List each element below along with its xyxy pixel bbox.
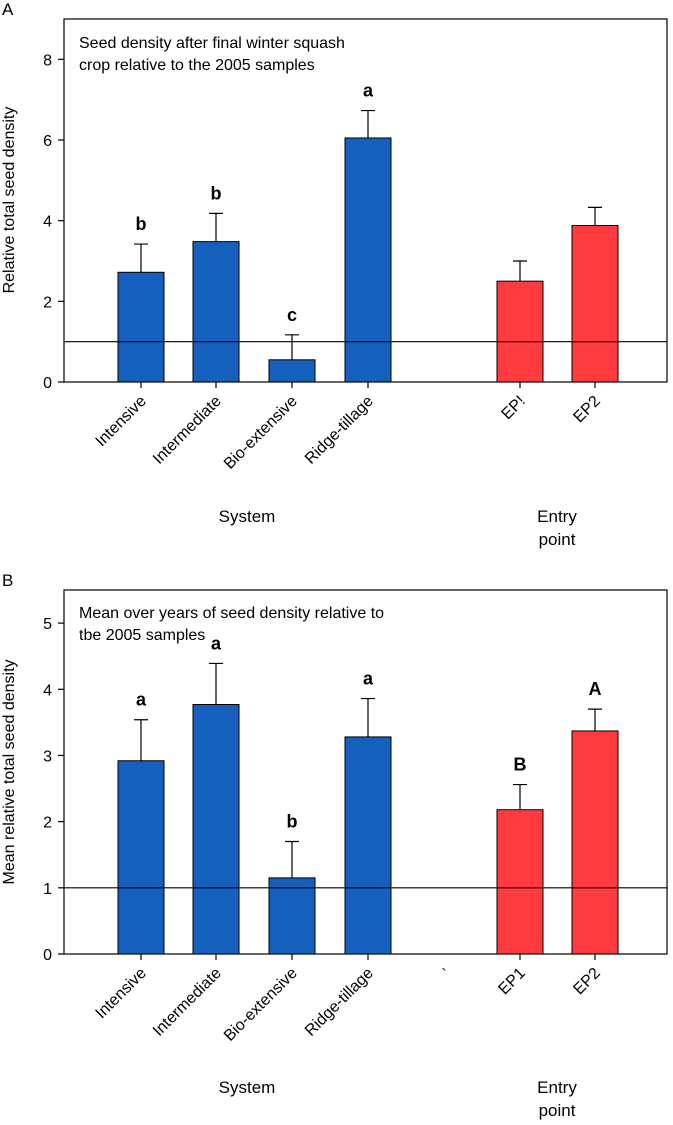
bar-a-4 [496, 280, 544, 383]
significance-label-b-4: B [514, 755, 527, 775]
y-tick-label-b-1: 1 [43, 881, 52, 898]
category-label-a-0: Intensive [93, 393, 150, 450]
panel-b: B Mean over years of seed density relati… [1, 571, 668, 1120]
panel-label-b: B [2, 571, 13, 590]
error-bar-a-2 [285, 334, 299, 360]
y-tick-label-b-3: 3 [43, 748, 52, 765]
y-tick-label-b-5: 5 [43, 616, 52, 633]
error-bar-b-3 [361, 697, 375, 737]
group-label-system-b: System [219, 1078, 276, 1097]
error-bar-a-3 [361, 109, 375, 138]
error-bar-a-0 [134, 243, 148, 273]
significance-label-b-2: b [287, 811, 298, 831]
category-label-a-3: Ridge-tillage [302, 393, 377, 468]
chart-title-a-line-1: Seed density after final winter squash [79, 35, 345, 52]
bar-a-2 [268, 359, 316, 383]
bar-b-4 [496, 809, 544, 955]
error-bar-b-2 [285, 840, 299, 878]
error-bar-a-4 [513, 260, 527, 282]
category-label-b-2: Bio-extensive [221, 965, 301, 1045]
category-label-b-4: EP1 [495, 965, 528, 998]
category-label-a-5: EP2 [570, 393, 603, 426]
significance-label-a-0: b [136, 214, 147, 234]
bar-a-5 [571, 225, 619, 383]
group-label-system-a: System [219, 507, 276, 526]
y-tick-label-a-8: 8 [43, 52, 52, 69]
panel-label-a: A [2, 0, 14, 19]
y-tick-label-a-4: 4 [43, 214, 52, 231]
category-label-b-5: EP2 [570, 965, 603, 998]
error-bar-a-5 [588, 206, 602, 226]
error-bar-a-1 [209, 212, 223, 242]
chart-title-b-line-1: Mean over years of seed density relative… [79, 605, 384, 622]
significance-label-b-5: A [589, 679, 602, 699]
stray-tick-mark-b: ` [441, 967, 446, 984]
bar-b-1 [192, 703, 240, 955]
bar-a-1 [192, 241, 240, 383]
y-tick-label-b-2: 2 [43, 815, 52, 832]
group-label-entry-a-line-2: point [539, 530, 576, 549]
category-label-a-1: Intermediate [150, 393, 225, 468]
chart-title-b-line-2: tbe 2005 samples [79, 627, 205, 644]
bar-a-3 [344, 137, 392, 383]
chart-title-a-line-2: crop relative to the 2005 samples [79, 57, 315, 74]
chart-marks-b: 0 1 2 3 4 5 a Intensive a Intermediate b Bio-extens… [43, 616, 667, 1045]
significance-label-b-3: a [363, 669, 374, 689]
bar-b-0 [117, 760, 165, 955]
bar-b-5 [571, 730, 619, 955]
group-label-entry-a-line-1: Entry [537, 507, 577, 526]
category-label-b-1: Intermediate [150, 965, 225, 1040]
bar-b-2 [268, 877, 316, 955]
bar-a-0 [117, 271, 165, 383]
group-label-entry-b-line-2: point [539, 1101, 576, 1120]
chart-marks-a: 0 2 4 6 8 b Intensive b Intermediate c Bio-extensi… [43, 52, 667, 473]
group-label-entry-b-line-1: Entry [537, 1078, 577, 1097]
category-label-b-0: Intensive [93, 965, 150, 1022]
category-label-b-3: Ridge-tillage [302, 965, 377, 1040]
error-bar-b-0 [134, 719, 148, 761]
error-bar-b-5 [588, 708, 602, 731]
significance-label-a-2: c [287, 305, 297, 325]
error-bar-b-1 [209, 662, 223, 705]
y-tick-label-b-4: 4 [43, 682, 52, 699]
panel-a: A Seed density after final winter squash… [1, 0, 668, 549]
significance-label-a-3: a [363, 81, 374, 101]
y-axis-label-b: Mean relative total seed density [1, 659, 18, 884]
y-tick-label-a-6: 6 [43, 133, 52, 150]
y-axis-label-a: Relative total seed density [1, 107, 18, 294]
category-label-a-2: Bio-extensive [221, 393, 301, 473]
significance-label-b-1: a [211, 633, 222, 653]
significance-label-a-1: b [211, 183, 222, 203]
category-label-a-4: EP! [499, 393, 529, 423]
error-bar-b-4 [513, 783, 527, 810]
y-tick-label-a-2: 2 [43, 294, 52, 311]
y-tick-label-a-0: 0 [43, 375, 52, 392]
y-tick-label-b-0: 0 [43, 947, 52, 964]
bar-b-3 [344, 736, 392, 955]
significance-label-b-0: a [136, 690, 147, 710]
